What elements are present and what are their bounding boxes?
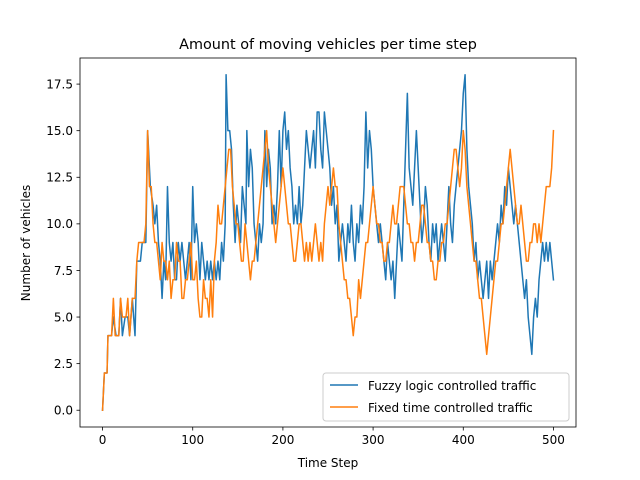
y-tick-label: 10.0 [46, 217, 73, 231]
x-axis-ticks: 0 100 200 300 400 500 [99, 427, 565, 447]
y-tick-label: 15.0 [46, 124, 73, 138]
legend: Fuzzy logic controlled traffic Fixed tim… [322, 372, 570, 422]
y-tick-label: 12.5 [46, 171, 73, 185]
y-tick-label: 5.0 [54, 310, 73, 324]
x-tick-label: 500 [542, 433, 565, 447]
legend-label-fuzzy: Fuzzy logic controlled traffic [368, 379, 536, 393]
y-tick-label: 7.5 [54, 264, 73, 278]
y-tick-label: 17.5 [46, 77, 73, 91]
y-axis-label: Number of vehicles [19, 185, 33, 301]
y-axis-ticks: 0.0 2.5 5.0 7.5 10.0 12.5 15.0 17.5 [46, 77, 80, 418]
y-tick-label: 0.0 [54, 404, 73, 418]
y-tick-label: 2.5 [54, 357, 73, 371]
legend-box [322, 372, 570, 422]
series-layer [101, 74, 555, 412]
x-axis-label: Time Step [297, 456, 359, 470]
x-tick-label: 200 [271, 433, 294, 447]
x-tick-label: 100 [181, 433, 204, 447]
x-tick-label: 300 [362, 433, 385, 447]
series-line-fuzzy [101, 74, 555, 412]
chart-title: Amount of moving vehicles per time step [179, 37, 477, 53]
x-tick-label: 0 [99, 433, 107, 447]
legend-label-fixed: Fixed time controlled traffic [368, 401, 533, 415]
x-tick-label: 400 [452, 433, 475, 447]
plot-area-frame [79, 57, 577, 428]
series-line-fixed [101, 129, 555, 412]
